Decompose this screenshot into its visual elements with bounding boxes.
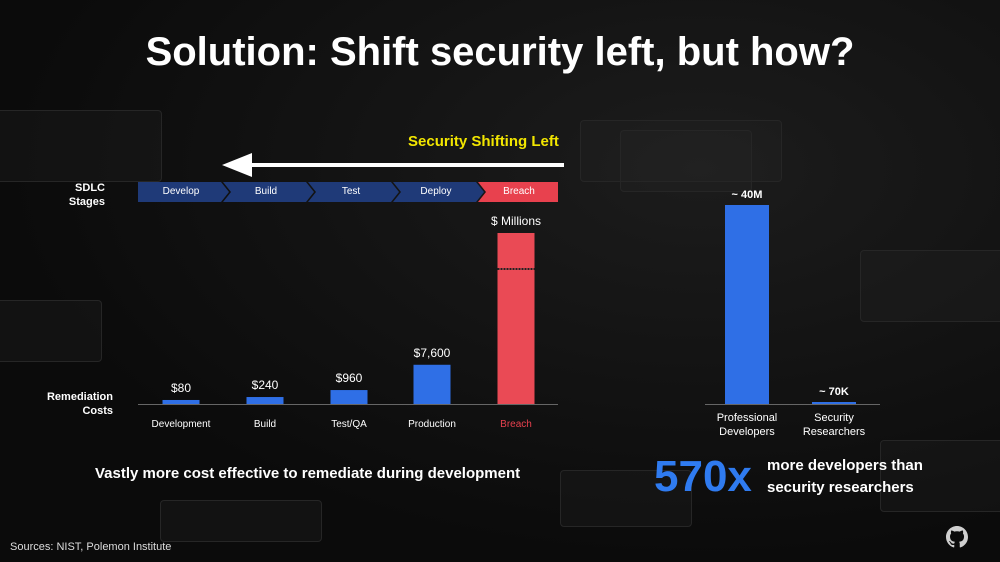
- stage-deploy: [393, 182, 484, 202]
- stage-label: Deploy: [420, 186, 452, 197]
- data-label: $240: [252, 378, 279, 392]
- stage-test: [308, 182, 399, 202]
- background-card: [620, 130, 752, 192]
- data-label: $960: [336, 371, 363, 385]
- bar: [497, 233, 535, 404]
- ratio-value: 570x: [654, 452, 752, 501]
- label-line: SDLC: [75, 182, 105, 194]
- stage-label: Develop: [162, 186, 200, 197]
- label-line: Remediation: [46, 391, 113, 403]
- category-label: Development: [152, 419, 211, 430]
- stage-breach: [478, 182, 558, 202]
- background-card: [860, 250, 1000, 322]
- slide-title: Solution: Shift security left, but how?: [145, 30, 855, 74]
- label-line: Stages: [68, 196, 105, 208]
- bar: [162, 399, 200, 404]
- data-label: ~ 40M: [732, 189, 763, 201]
- category-label: Researchers: [803, 426, 866, 438]
- stage-develop: [138, 182, 229, 202]
- github-icon: [946, 526, 968, 548]
- background-card: [560, 470, 692, 527]
- bar: [413, 364, 451, 404]
- category-label: Breach: [500, 419, 532, 430]
- category-label: Professional: [717, 412, 778, 424]
- sources-footnote: Sources: NIST, Polemon Institute: [10, 541, 172, 553]
- background-card: [880, 440, 1000, 512]
- data-label: ~ 70K: [819, 386, 849, 398]
- category-label: Build: [254, 419, 276, 430]
- bar: [812, 402, 856, 404]
- data-label: $7,600: [414, 346, 451, 360]
- cost-effective-caption: Vastly more cost effective to remediate …: [95, 465, 521, 482]
- label-line: Costs: [82, 405, 113, 417]
- category-label: Security: [814, 412, 854, 424]
- bar: [725, 205, 769, 404]
- ratio-description: more developers than security researcher…: [767, 455, 923, 499]
- stage-label: Build: [254, 186, 278, 197]
- background-card: [160, 500, 322, 542]
- stage-label: Breach: [503, 186, 535, 197]
- stage-build: [223, 182, 314, 202]
- remediation-costs-label: Remediation Costs: [30, 390, 113, 418]
- category-label: Production: [408, 419, 456, 430]
- sdlc-stages-label: SDLC Stages: [40, 181, 105, 209]
- bar: [246, 397, 284, 404]
- ratio-line: more developers than: [767, 457, 923, 474]
- left-arrow-icon: [222, 153, 564, 177]
- background-card: [0, 300, 102, 362]
- data-label: $80: [171, 381, 191, 395]
- category-label: Test/QA: [331, 419, 367, 430]
- background-card: [0, 110, 162, 182]
- stage-label: Test: [341, 186, 361, 197]
- data-label: $ Millions: [491, 214, 541, 228]
- shift-left-label: Security Shifting Left: [408, 133, 559, 150]
- ratio-line: security researchers: [767, 479, 914, 496]
- category-label: Developers: [719, 426, 775, 438]
- bar: [330, 390, 368, 404]
